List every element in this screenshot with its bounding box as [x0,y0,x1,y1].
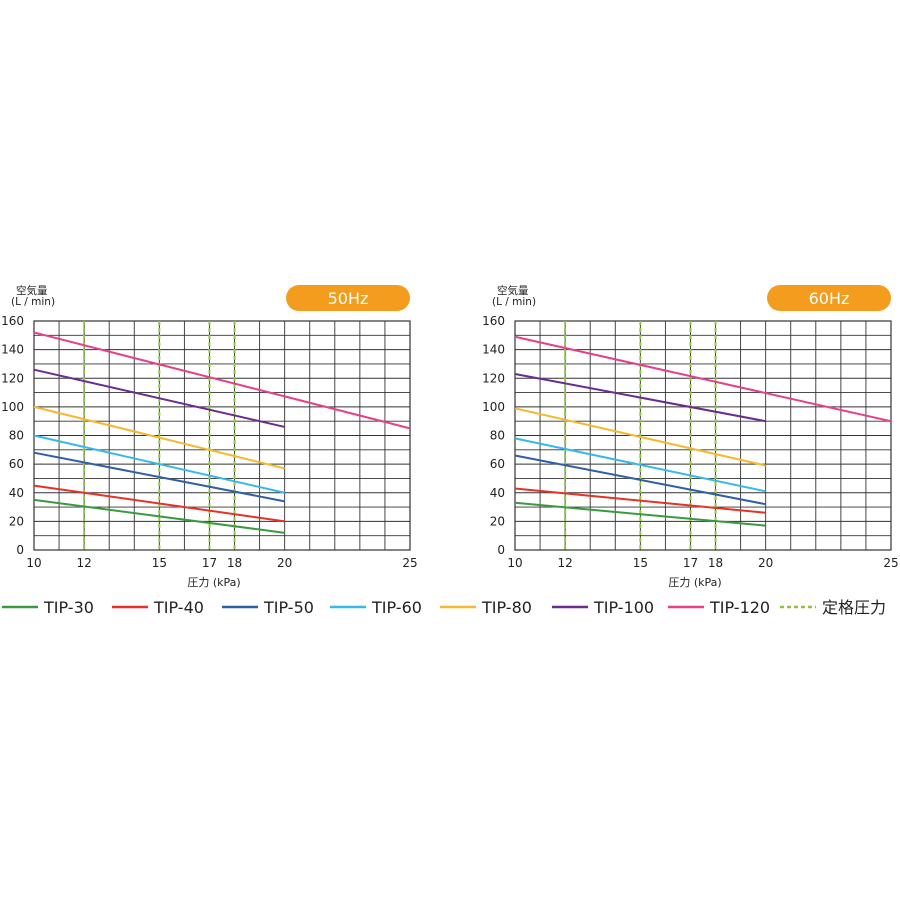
series-line-tip-30 [33,498,285,534]
y-tick-label: 80 [9,429,24,443]
y-tick-label: 80 [490,429,505,443]
x-tick-label: 17 [683,556,698,570]
frequency-badge-label: 50Hz [328,289,369,308]
y-tick-label: 100 [1,400,24,414]
chart-50hz: 0 20 40 60 80 100 120 140 160 10 12 15 17 18 20 25 空気量(L… [1,284,418,589]
y-tick-label: 60 [9,457,24,471]
chart-60hz: 0 20 40 60 80 100 120 140 160 10 12 15 17 18 20 25 空気量(L… [482,284,899,589]
legend-item: 定格圧力 [780,598,886,617]
legend: TIP-30 TIP-40 TIP-50 TIP-60 TIP-80 TIP-100 TIP… [2,598,886,617]
frequency-badge [767,285,891,311]
series-line-tip-60 [514,437,766,493]
y-axis-unit: (L / min) [492,296,536,308]
y-tick-label: 0 [16,543,24,557]
legend-item: TIP-100 [552,598,654,617]
y-tick-label: 160 [482,314,505,328]
series-line-tip-50 [514,454,766,506]
y-tick-label: 140 [1,343,24,357]
series-line-tip-120 [33,331,411,430]
x-tick-label: 15 [152,556,167,570]
y-tick-label: 0 [497,543,505,557]
y-tick-label: 40 [9,486,24,500]
series-line-tip-60 [33,434,285,494]
legend-label: TIP-80 [481,598,532,617]
y-tick-label: 60 [490,457,505,471]
x-tick-label: 10 [507,556,522,570]
series-line-tip-100 [33,368,285,428]
y-axis-label: 空気量 [497,284,529,297]
series-line-tip-80 [33,405,285,470]
y-tick-label: 140 [482,343,505,357]
rated-pressure-lines [564,321,717,550]
x-tick-label: 17 [202,556,217,570]
y-axis-unit: (L / min) [11,296,55,308]
y-tick-label: 160 [1,314,24,328]
frequency-badge-label: 60Hz [809,289,850,308]
y-tick-label: 20 [9,514,24,528]
x-tick-label: 25 [883,556,898,570]
legend-label: TIP-50 [263,598,314,617]
grid [33,320,411,551]
legend-item: TIP-60 [330,598,422,617]
x-tick-label: 18 [227,556,242,570]
y-axis-label: 空気量 [16,284,48,297]
series-line-tip-120 [514,335,892,423]
legend-label: 定格圧力 [822,598,886,617]
series-line-tip-30 [514,501,766,527]
legend-item: TIP-80 [440,598,532,617]
legend-item: TIP-30 [2,598,94,617]
rated-pressure-lines [83,321,236,550]
x-tick-label: 18 [708,556,723,570]
x-tick-label: 10 [26,556,41,570]
x-tick-label: 15 [633,556,648,570]
y-tick-label: 100 [482,400,505,414]
x-tick-label: 25 [402,556,417,570]
legend-item: TIP-40 [112,598,204,617]
x-tick-label: 12 [76,556,91,570]
x-tick-label: 20 [277,556,292,570]
y-tick-label: 20 [490,514,505,528]
legend-item: TIP-50 [222,598,314,617]
legend-label: TIP-40 [153,598,204,617]
legend-label: TIP-30 [43,598,94,617]
y-tick-label: 120 [482,371,505,385]
series-line-tip-100 [514,372,766,423]
series-line-tip-80 [514,407,766,467]
legend-label: TIP-120 [709,598,770,617]
x-tick-label: 12 [557,556,572,570]
series-line-tip-50 [33,451,285,503]
legend-label: TIP-100 [593,598,654,617]
y-tick-label: 40 [490,486,505,500]
x-axis-label: 圧力 (kPa) [668,576,721,589]
legend-label: TIP-60 [371,598,422,617]
grid [514,320,892,551]
y-tick-label: 120 [1,371,24,385]
plot-frame [514,320,892,551]
x-tick-label: 20 [758,556,773,570]
legend-item: TIP-120 [668,598,770,617]
series-line-tip-40 [514,487,766,514]
x-axis-label: 圧力 (kPa) [187,576,240,589]
series-line-tip-40 [33,484,285,523]
frequency-badge [286,285,410,311]
